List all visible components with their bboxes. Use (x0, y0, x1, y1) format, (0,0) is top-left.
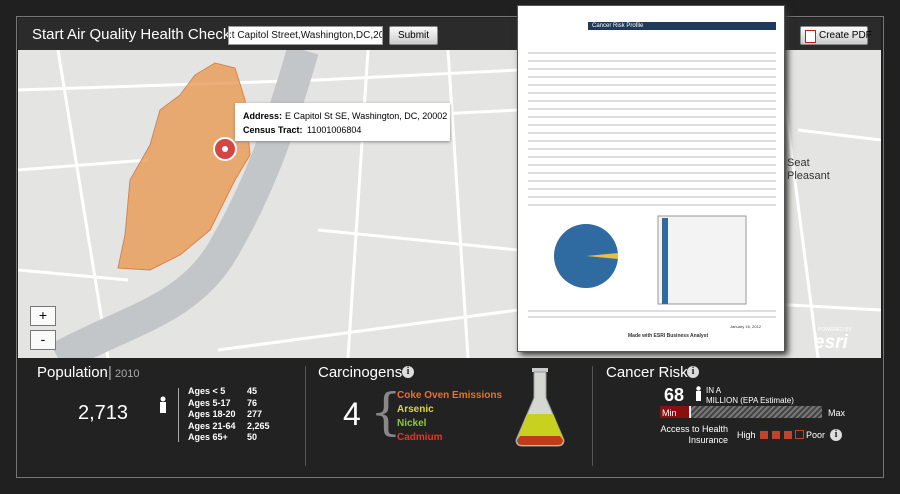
report-preview[interactable]: Cancer Risk Profile January 16, 2012 Mad… (517, 5, 785, 352)
age-label: Ages 21-64 (188, 420, 236, 431)
person-icon (160, 396, 166, 413)
carcinogen: Nickel (397, 418, 427, 429)
bracket (178, 388, 179, 442)
place-label: Seat Pleasant (787, 157, 830, 182)
pie-wedge (586, 253, 618, 259)
divider (305, 366, 306, 466)
divider (592, 366, 593, 466)
popup: Address: E Capitol St SE, Washington, DC… (235, 103, 450, 141)
info-icon[interactable]: i (402, 366, 414, 378)
tract-label: Census Tract: (243, 125, 303, 135)
age-value: 277 (247, 409, 263, 419)
level-box (795, 430, 804, 439)
header-title: Start Air Quality Health Check (32, 26, 231, 43)
carcinogen: Cadmium (397, 432, 443, 443)
pdf-icon (805, 30, 816, 43)
esri-logo: esri (814, 332, 848, 353)
report-title: Cancer Risk Profile (592, 23, 644, 29)
tract-value: 11001006804 (307, 125, 362, 135)
brace: { (370, 383, 402, 441)
risk-pointer (689, 406, 691, 418)
risk-value: 68 (664, 385, 685, 405)
info-icon[interactable]: i (830, 429, 842, 441)
carcinogen: Arsenic (397, 404, 434, 415)
census-tract[interactable] (117, 62, 251, 271)
age-label: Ages 65+ (188, 432, 228, 442)
risk-unit-2: MILLION (EPA Estimate) (706, 396, 794, 405)
level-box (760, 431, 768, 439)
poor-label: Poor (806, 430, 826, 440)
address-value: E Capitol St SE, Washington, DC, 20002 (285, 111, 448, 121)
age-value: 50 (247, 432, 258, 442)
bar-chart-image (657, 215, 747, 305)
address-input[interactable]: :t Capitol Street,Washington,DC,20002 (228, 26, 383, 45)
create-pdf-label: Create PDF (819, 30, 872, 41)
address-label: Address: (243, 111, 283, 121)
report-art (528, 22, 776, 318)
marker-center (222, 146, 228, 152)
report-date: January 16, 2012 (730, 324, 761, 329)
submit-button[interactable]: Submit (389, 26, 438, 45)
population-title: Population (37, 364, 108, 381)
level-box (772, 431, 780, 439)
report-footer: Made with ESRI Business Analyst (628, 333, 709, 339)
report-lines (528, 52, 776, 318)
carcinogens-title: Carcinogens (318, 364, 403, 381)
population-year: 2010 (115, 368, 140, 380)
info-icon[interactable]: i (687, 366, 699, 378)
high-label: High (737, 430, 756, 440)
insurance-label-1: Access to Health (660, 424, 728, 434)
risk-fill (660, 406, 690, 418)
flask-icon (515, 368, 565, 447)
zoom-out[interactable]: - (30, 330, 56, 350)
risk-scale (660, 406, 822, 418)
max-label: Max (828, 408, 846, 418)
insurance-label-2: Insurance (688, 435, 728, 445)
cancer-risk-title: Cancer Risk (606, 364, 688, 381)
person-icon (696, 386, 701, 401)
age-label: Ages 18-20 (188, 409, 236, 419)
carcinogen: Coke Oven Emissions (397, 390, 503, 401)
title-bar (588, 22, 776, 30)
frame (16, 16, 884, 478)
age-value: 2,265 (247, 420, 270, 431)
age-label: Ages 5-17 (188, 397, 231, 408)
population-total: 2,713 (78, 402, 129, 424)
risk-unit-1: IN A (706, 386, 722, 395)
zoom-in[interactable]: + (30, 306, 56, 326)
create-pdf-button[interactable]: Create PDF (800, 26, 872, 45)
age-label: Ages < 5 (188, 386, 226, 396)
bar-image (662, 218, 668, 304)
powered-by: POWERED BY (818, 327, 852, 333)
carcinogen-count: 4 (343, 396, 361, 432)
age-value: 45 (247, 386, 258, 396)
separator: | (108, 364, 112, 381)
min-label: Min (662, 408, 677, 418)
level-box (784, 431, 792, 439)
age-value: 76 (247, 397, 258, 408)
